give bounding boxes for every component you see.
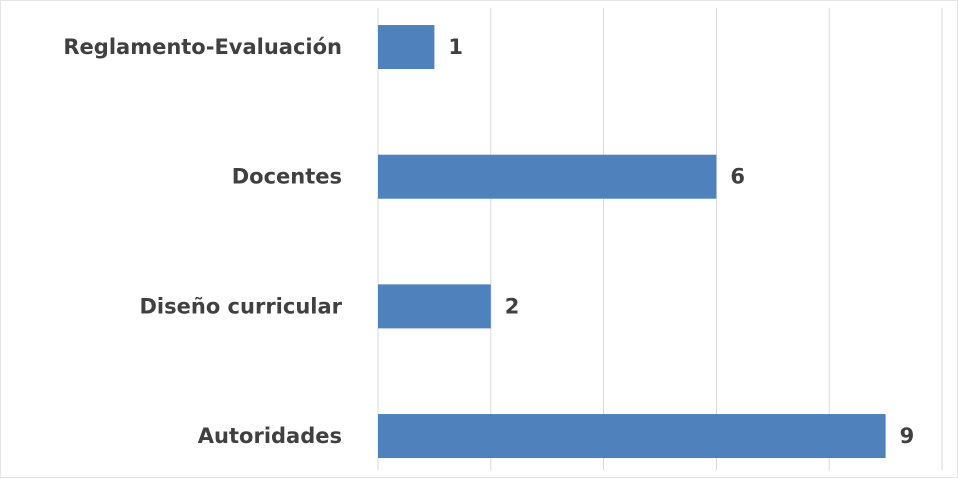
data-label: 9 [900,424,915,448]
bar [378,414,886,459]
data-label: 2 [505,294,520,318]
y-tick-label: Reglamento-Evaluación [63,35,342,59]
y-tick-label: Docentes [232,165,342,189]
bar [378,154,717,199]
bar [378,25,435,70]
bar [378,284,491,329]
y-tick-label: Autoridades [198,424,342,448]
data-label: 6 [730,165,745,189]
y-tick-label: Diseño curricular [140,294,343,318]
data-label: 1 [448,35,463,59]
